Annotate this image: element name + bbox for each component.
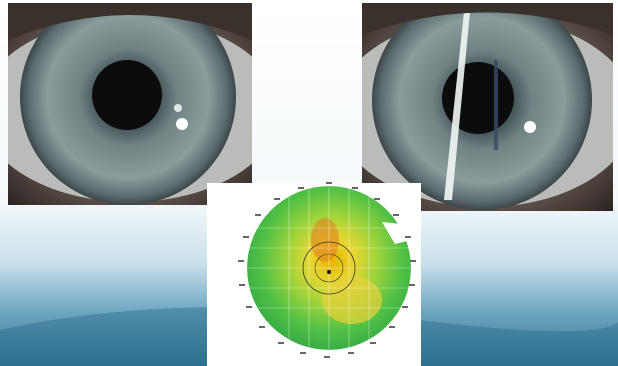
- eye-photo-right: [362, 3, 613, 211]
- corneal-topography: [207, 182, 421, 366]
- eye-photo-left: [8, 3, 252, 205]
